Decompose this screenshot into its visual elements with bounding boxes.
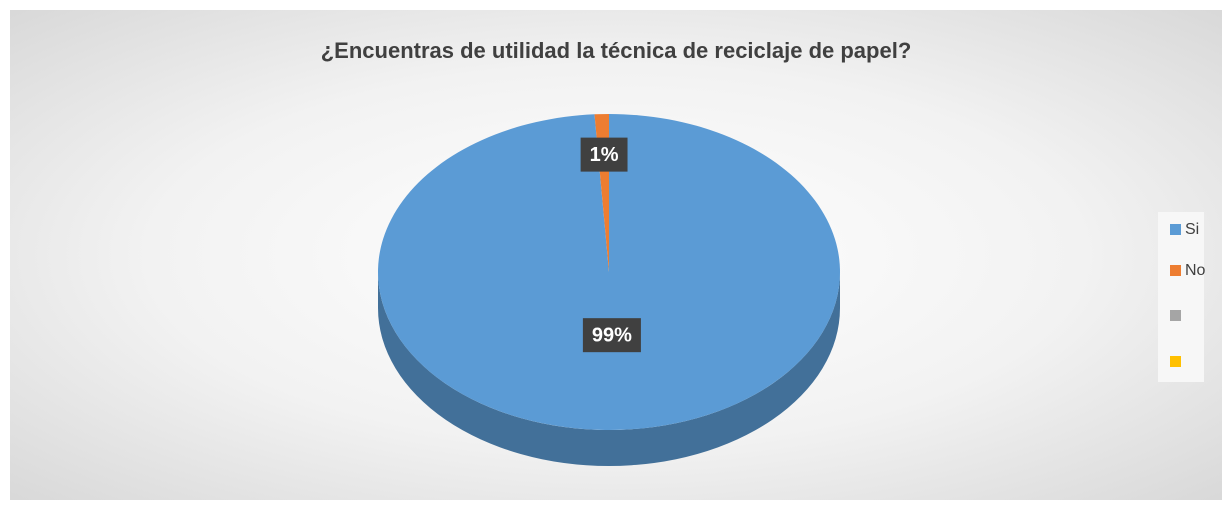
data-label-text: 1% (590, 144, 619, 166)
legend-swatch (1170, 265, 1181, 276)
pie-side (378, 272, 840, 466)
data-label-box (580, 137, 628, 172)
data-label: 1% (580, 137, 628, 172)
legend-label: No (1185, 262, 1206, 279)
legend-swatch (1170, 310, 1181, 321)
legend-label: Si (1185, 221, 1199, 238)
pie-slice (377, 114, 840, 430)
data-label-box (582, 318, 641, 353)
data-label: 99% (582, 318, 641, 353)
chart-title: ¿Encuentras de utilidad la técnica de re… (321, 38, 912, 63)
legend-swatch (1170, 224, 1181, 235)
legend-box (1158, 212, 1204, 382)
legend-swatch (1170, 356, 1181, 367)
data-label-text: 99% (592, 324, 632, 346)
